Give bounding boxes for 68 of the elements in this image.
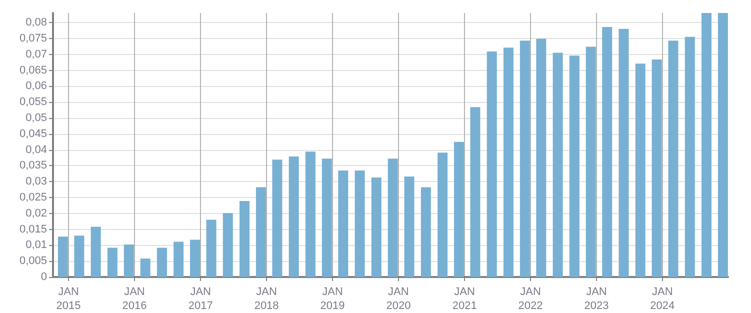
x-tick-label: JAN 2018 <box>254 286 279 312</box>
bar <box>618 28 629 277</box>
bar <box>256 187 266 277</box>
bar <box>438 152 448 277</box>
bar <box>338 170 348 277</box>
bar <box>470 107 480 277</box>
y-tick-label: 0 <box>40 271 47 283</box>
y-tick-label: 0,07 <box>26 48 47 60</box>
bar <box>486 51 497 277</box>
y-tick-label: 0,04 <box>26 144 47 156</box>
bar <box>90 226 101 277</box>
bar <box>206 220 216 277</box>
y-tick-label: 0,01 <box>26 239 47 252</box>
y-tick-label: 0,005 <box>19 255 47 268</box>
bar <box>552 52 563 277</box>
bar <box>174 242 184 277</box>
bar <box>388 158 398 277</box>
bar <box>124 244 134 277</box>
bar <box>305 152 316 277</box>
y-tick-label: 0,08 <box>26 16 47 29</box>
x-tick-label: JAN 2015 <box>56 286 81 312</box>
bar <box>404 176 414 277</box>
bar <box>107 248 118 277</box>
y-tick-label: 0,05 <box>26 112 47 124</box>
bar <box>536 38 546 277</box>
bar <box>272 160 282 277</box>
bar <box>420 187 431 277</box>
x-tick-label: JAN 2016 <box>122 286 147 312</box>
y-tick-label: 0,065 <box>19 64 47 76</box>
bar <box>718 13 728 277</box>
bar <box>140 258 150 277</box>
y-tick-label: 0,035 <box>19 160 47 172</box>
bar <box>635 64 646 277</box>
x-tick-label: JAN 2017 <box>188 286 213 312</box>
bar <box>322 158 332 277</box>
bar <box>454 142 464 277</box>
x-tick-label: JAN 2020 <box>386 286 411 312</box>
y-tick-label: 0,02 <box>26 207 47 220</box>
bar <box>222 213 233 277</box>
bar <box>288 156 299 277</box>
x-tick-label: JAN 2019 <box>320 286 345 312</box>
y-tick-label: 0,03 <box>26 176 47 188</box>
bar <box>58 236 68 277</box>
bar <box>668 40 678 277</box>
x-tick-label: JAN 2024 <box>650 286 675 312</box>
x-tick-label: JAN 2021 <box>452 286 477 312</box>
y-tick-label: 0,025 <box>19 191 47 204</box>
bar <box>520 40 530 277</box>
x-tick-label: JAN 2023 <box>584 286 609 312</box>
bar <box>602 26 612 277</box>
bar <box>652 59 662 277</box>
bar <box>702 13 712 277</box>
bar <box>684 36 695 277</box>
x-tick-label: JAN 2022 <box>518 286 543 312</box>
bar <box>354 170 365 277</box>
bar <box>569 56 580 277</box>
bar <box>190 240 200 277</box>
bar <box>156 248 167 277</box>
bar <box>371 177 382 277</box>
bar <box>74 236 84 277</box>
bar <box>503 48 514 277</box>
bar <box>240 200 250 277</box>
y-tick-label: 0,075 <box>19 32 47 44</box>
bar <box>586 46 596 277</box>
y-tick-label: 0,055 <box>19 96 47 108</box>
y-tick-label: 0,045 <box>19 128 47 140</box>
y-tick-label: 0,06 <box>26 80 47 92</box>
y-tick-label: 0,015 <box>19 223 47 236</box>
